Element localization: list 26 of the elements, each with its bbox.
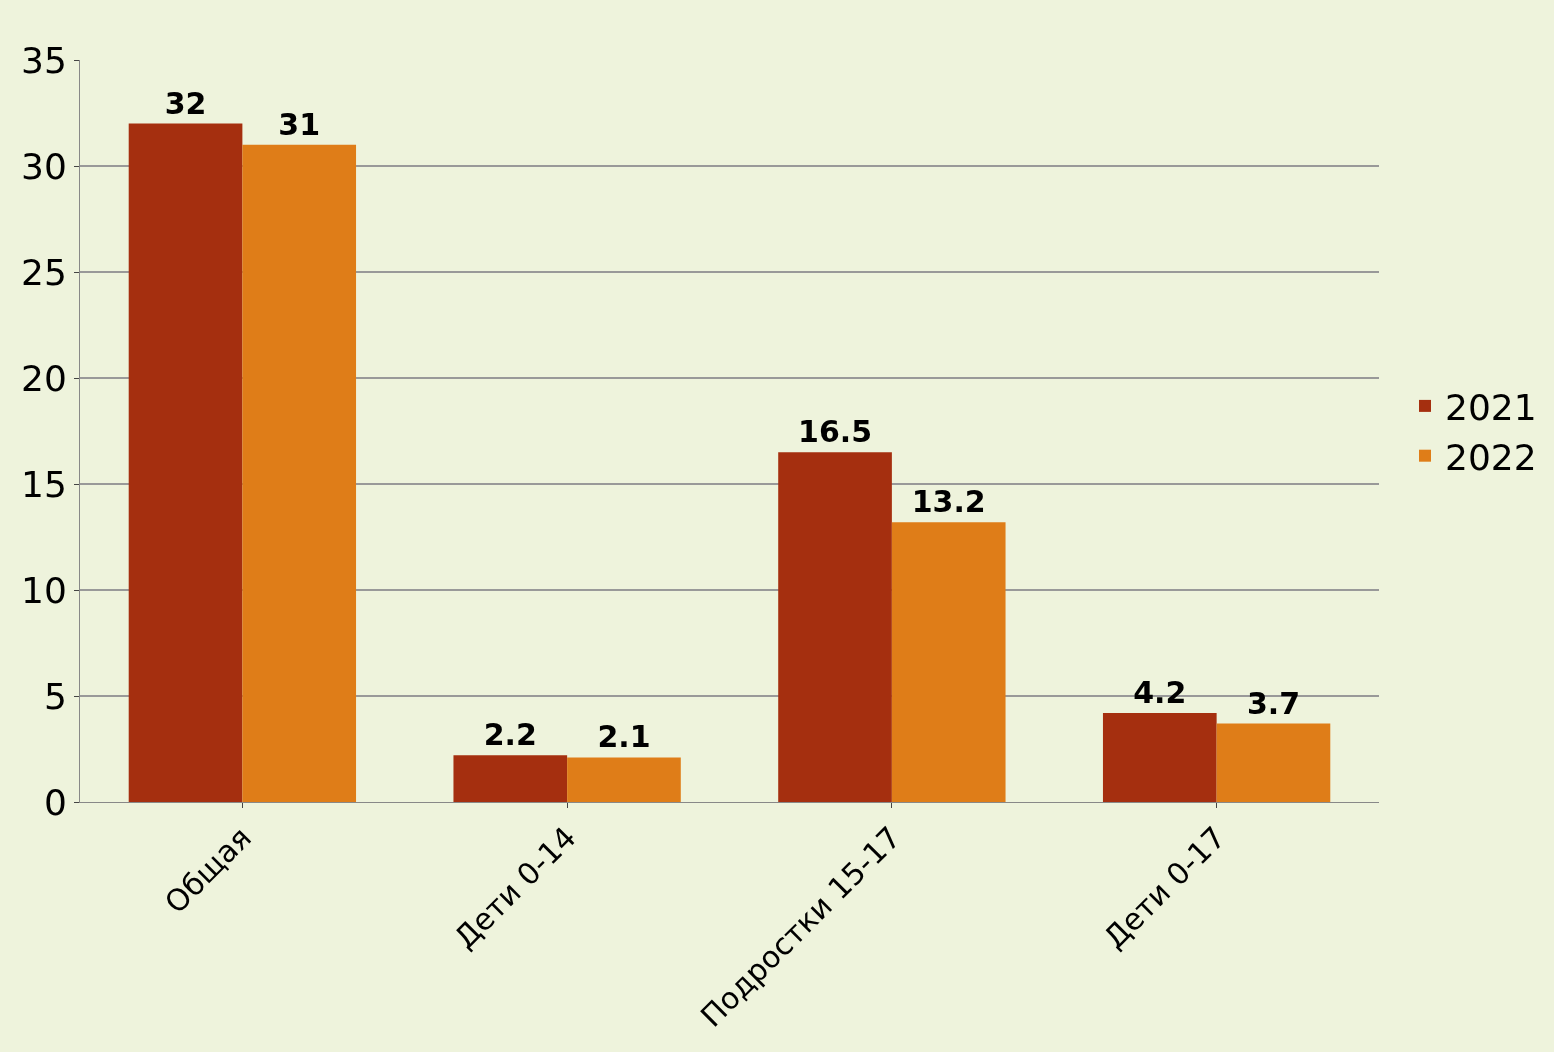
y-tick-label: 10 [20,569,67,611]
data-label: 13.2 [911,484,986,520]
bar [1216,723,1331,802]
y-tick-label: 35 [20,39,67,81]
y-tick-label: 20 [20,357,67,399]
data-label: 2.1 [597,719,651,755]
bar [242,144,357,802]
data-label: 3.7 [1246,685,1301,721]
y-tick-label: 5 [43,675,67,717]
bar [1102,712,1217,802]
y-tick-label: 30 [20,145,67,187]
data-label: 32 [164,85,207,121]
legend-label: 2022 [1444,436,1537,478]
legend-label: 2021 [1444,386,1537,428]
y-tick-label: 0 [43,781,67,823]
data-label: 16.5 [798,414,873,450]
bar [891,522,1006,802]
y-tick-label: 25 [20,251,67,293]
bar [567,757,681,802]
bar [128,123,243,802]
y-tick-label: 15 [20,463,67,505]
data-label: 4.2 [1133,674,1187,710]
data-label: 31 [278,106,321,142]
bar [453,755,568,802]
bar [778,452,892,802]
data-label: 2.2 [483,717,537,753]
